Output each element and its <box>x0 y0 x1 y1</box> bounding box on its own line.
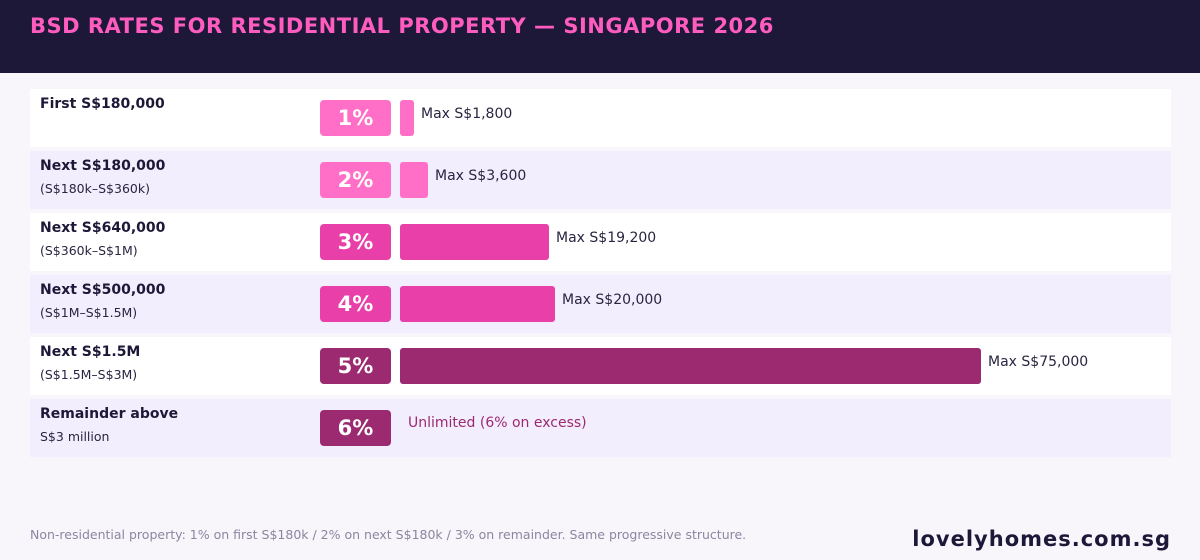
bsd-chart: First S$180,000 1% Max S$1,800 Next S$18… <box>30 89 1171 461</box>
bracket-sublabel: S$3 million <box>40 429 110 444</box>
brand-logo: lovelyhomes.com.sg <box>912 527 1171 551</box>
bracket-sublabel: (S$360k–S$1M) <box>40 243 138 258</box>
tax-bar <box>400 348 981 384</box>
max-tax-label: Max S$75,000 <box>988 354 1089 370</box>
rate-badge: 2% <box>320 162 391 198</box>
bracket-sublabel: (S$1M–S$1.5M) <box>40 305 138 320</box>
bracket-row: First S$180,000 1% Max S$1,800 <box>30 89 1171 147</box>
footnote: Non-residential property: 1% on first S$… <box>30 527 747 542</box>
tax-bar <box>400 162 428 198</box>
bracket-row: Remainder above S$3 million 6% Unlimited… <box>30 399 1171 457</box>
bracket-row: Next S$500,000 (S$1M–S$1.5M) 4% Max S$20… <box>30 275 1171 333</box>
bracket-label: Next S$1.5M <box>40 344 141 360</box>
bracket-label: Next S$180,000 <box>40 158 166 174</box>
max-tax-label: Max S$3,600 <box>435 168 527 184</box>
max-tax-label: Max S$1,800 <box>421 106 513 122</box>
header-bar: BSD RATES FOR RESIDENTIAL PROPERTY — SIN… <box>0 0 1200 73</box>
rate-badge: 1% <box>320 100 391 136</box>
page-title: BSD RATES FOR RESIDENTIAL PROPERTY — SIN… <box>30 14 774 38</box>
rate-badge: 6% <box>320 410 391 446</box>
bracket-sublabel: (S$1.5M–S$3M) <box>40 367 138 382</box>
max-tax-label: Max S$19,200 <box>556 230 657 246</box>
bracket-label: Next S$500,000 <box>40 282 166 298</box>
bracket-label: First S$180,000 <box>40 96 165 112</box>
rate-badge: 4% <box>320 286 391 322</box>
tax-bar <box>400 224 549 260</box>
rate-badge: 5% <box>320 348 391 384</box>
bracket-row: Next S$180,000 (S$180k–S$360k) 2% Max S$… <box>30 151 1171 209</box>
bracket-label: Next S$640,000 <box>40 220 166 236</box>
bracket-row: Next S$640,000 (S$360k–S$1M) 3% Max S$19… <box>30 213 1171 271</box>
bracket-label: Remainder above <box>40 406 179 422</box>
bracket-sublabel: (S$180k–S$360k) <box>40 181 150 196</box>
unlimited-label: Unlimited (6% on excess) <box>408 415 587 431</box>
tax-bar <box>400 286 555 322</box>
bracket-row: Next S$1.5M (S$1.5M–S$3M) 5% Max S$75,00… <box>30 337 1171 395</box>
max-tax-label: Max S$20,000 <box>562 292 663 308</box>
rate-badge: 3% <box>320 224 391 260</box>
tax-bar <box>400 100 414 136</box>
